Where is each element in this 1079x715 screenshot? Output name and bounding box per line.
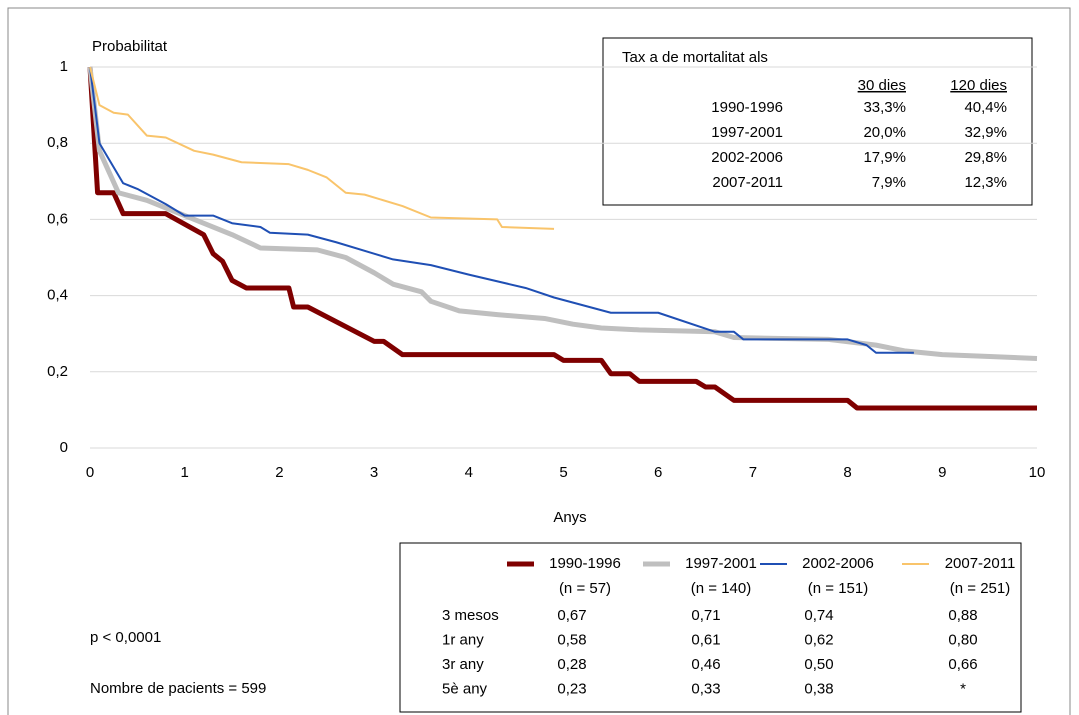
table-header: 30 dies xyxy=(858,77,906,94)
x-tick-label: 3 xyxy=(370,464,378,481)
row-label: 1r any xyxy=(442,631,484,648)
x-tick-label: 10 xyxy=(1029,464,1046,481)
row-label: 3r any xyxy=(442,656,484,673)
table-cell: 2007-2011 xyxy=(712,174,783,191)
y-tick-label: 0,2 xyxy=(47,363,68,380)
table-cell: 0,71 xyxy=(691,607,720,624)
y-tick-label: 0,4 xyxy=(47,287,68,304)
table-cell: 0,74 xyxy=(804,607,833,624)
table-cell: 20,0% xyxy=(863,124,906,141)
table-title: Tax a de mortalitat als xyxy=(622,49,768,66)
x-tick-label: 9 xyxy=(938,464,946,481)
table-cell: 7,9% xyxy=(872,174,906,191)
series-line xyxy=(89,66,555,230)
x-tick-label: 4 xyxy=(465,464,473,481)
annotation: Nombre de pacients = 599 xyxy=(90,680,266,697)
table-cell: 0,67 xyxy=(557,607,586,624)
mortality-box xyxy=(602,37,1033,206)
table-cell: 0,88 xyxy=(948,607,977,624)
table-header: 120 dies xyxy=(950,77,1007,94)
table-cell: 32,9% xyxy=(964,124,1007,141)
legend-n: (n = 57) xyxy=(559,580,611,597)
table-cell: 29,8% xyxy=(964,149,1007,166)
x-tick-label: 0 xyxy=(86,464,94,481)
x-tick-label: 5 xyxy=(559,464,567,481)
legend-n: (n = 140) xyxy=(691,580,751,597)
x-axis-label: Anys xyxy=(553,509,586,526)
x-tick-label: 8 xyxy=(843,464,851,481)
table-cell: * xyxy=(960,680,966,697)
table-cell: 0,80 xyxy=(948,631,977,648)
y-tick-label: 0 xyxy=(60,439,68,456)
table-cell: 1997-2001 xyxy=(711,124,783,141)
y-tick-label: 0,8 xyxy=(47,134,68,151)
series-line xyxy=(89,66,914,354)
table-cell: 40,4% xyxy=(964,99,1007,116)
table-cell: 0,23 xyxy=(557,680,586,697)
table-cell: 17,9% xyxy=(863,149,906,166)
y-tick-label: 1 xyxy=(60,58,68,75)
series-line xyxy=(87,66,1037,411)
table-cell: 0,50 xyxy=(804,656,833,673)
row-label: 3 mesos xyxy=(442,607,499,624)
table-cell: 33,3% xyxy=(863,99,906,116)
table-cell: 1990-1996 xyxy=(711,99,783,116)
x-tick-label: 7 xyxy=(749,464,757,481)
table-cell: 0,38 xyxy=(804,680,833,697)
table-cell: 0,58 xyxy=(557,631,586,648)
x-tick-label: 1 xyxy=(181,464,189,481)
survival-box xyxy=(399,542,1022,713)
y-axis-label: Probabilitat xyxy=(92,38,168,55)
table-cell: 0,66 xyxy=(948,656,977,673)
x-tick-label: 2 xyxy=(275,464,283,481)
table-cell: 12,3% xyxy=(964,174,1007,191)
y-tick-label: 0,6 xyxy=(47,210,68,227)
table-cell: 0,28 xyxy=(557,656,586,673)
chart-border xyxy=(7,7,1071,715)
table-cell: 0,33 xyxy=(691,680,720,697)
legend-n: (n = 151) xyxy=(808,580,868,597)
row-label: 5è any xyxy=(442,680,488,697)
x-tick-label: 6 xyxy=(654,464,662,481)
table-cell: 0,62 xyxy=(804,631,833,648)
legend-label: 1997-2001 xyxy=(685,555,757,572)
table-cell: 2002-2006 xyxy=(711,149,783,166)
annotation: p < 0,0001 xyxy=(90,629,161,646)
table-cell: 0,61 xyxy=(691,631,720,648)
legend-label: 2002-2006 xyxy=(802,555,874,572)
legend-label: 1990-1996 xyxy=(549,555,621,572)
legend-n: (n = 251) xyxy=(950,580,1010,597)
table-cell: 0,46 xyxy=(691,656,720,673)
legend-label: 2007-2011 xyxy=(945,555,1016,572)
